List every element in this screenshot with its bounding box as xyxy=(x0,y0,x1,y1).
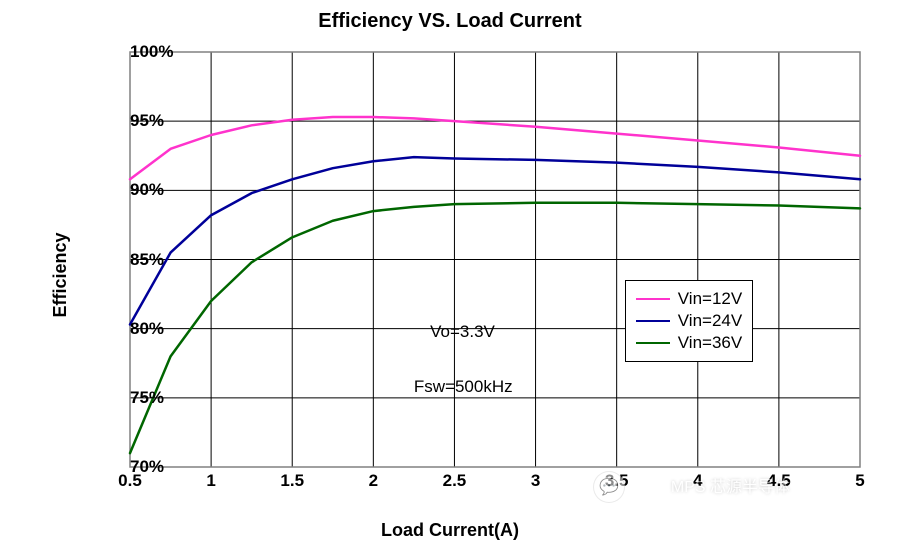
legend-row: Vin=12V xyxy=(636,289,742,309)
x-tick-label: 1.5 xyxy=(280,467,304,491)
legend-swatch xyxy=(636,320,670,322)
chart-annotation: Fsw=500kHz xyxy=(414,377,513,397)
watermark-wechat-icon: 💬 xyxy=(593,471,625,503)
y-tick-label: 90% xyxy=(130,180,136,200)
x-tick-label: 2.5 xyxy=(443,467,467,491)
legend: Vin=12VVin=24VVin=36V xyxy=(625,280,753,362)
y-tick-label: 75% xyxy=(130,388,136,408)
legend-label: Vin=36V xyxy=(678,333,742,353)
watermark-text: MPS 芯源半导体 xyxy=(671,473,790,497)
x-tick-label: 1 xyxy=(206,467,215,491)
chart-annotation: Vo=3.3V xyxy=(430,322,495,342)
legend-label: Vin=12V xyxy=(678,289,742,309)
x-tick-label: 2 xyxy=(369,467,378,491)
legend-swatch xyxy=(636,342,670,344)
y-tick-label: 80% xyxy=(130,319,136,339)
y-tick-label: 85% xyxy=(130,250,136,270)
x-tick-label: 5 xyxy=(855,467,864,491)
legend-row: Vin=36V xyxy=(636,333,742,353)
legend-swatch xyxy=(636,298,670,300)
y-tick-label: 100% xyxy=(130,42,136,62)
x-tick-label: 3 xyxy=(531,467,540,491)
y-tick-label: 95% xyxy=(130,111,136,131)
x-axis-label: Load Current(A) xyxy=(0,520,900,541)
x-tick-label: 0.5 xyxy=(118,467,142,491)
legend-row: Vin=24V xyxy=(636,311,742,331)
y-axis-label: Efficiency xyxy=(50,232,71,317)
plot-area: 70%75%80%85%90%95%100%0.511.522.533.544.… xyxy=(130,52,860,467)
chart-title: Efficiency VS. Load Current xyxy=(0,10,900,33)
wechat-icon: 💬 xyxy=(599,477,619,497)
legend-label: Vin=24V xyxy=(678,311,742,331)
chart-svg xyxy=(130,52,860,467)
